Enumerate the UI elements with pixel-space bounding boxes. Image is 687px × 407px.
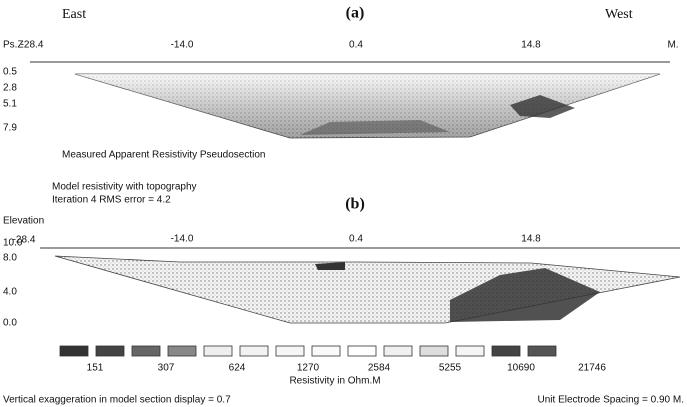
x-label: 14.8 <box>521 40 541 51</box>
x-unit: M. <box>667 40 678 51</box>
panel-label: (b) <box>345 196 365 213</box>
y-label: 0.5 <box>3 67 17 78</box>
legend-values: 151 307 624 1270 2584 5255 10690 21746 <box>87 363 607 374</box>
y-label: 5.1 <box>3 99 17 110</box>
anomaly <box>510 95 575 118</box>
x-label: 0.4 <box>349 234 363 245</box>
panel-title: Model resistivity with topography <box>52 182 197 193</box>
anomaly <box>315 262 345 270</box>
y-label: 8.0 <box>3 253 17 264</box>
axis-title: Elevation <box>3 216 44 227</box>
x-label: -14.0 <box>171 40 194 51</box>
direction-label: West <box>605 7 633 22</box>
pseudosection-shade <box>75 74 660 138</box>
legend-value: 624 <box>229 363 246 374</box>
color-scale <box>59 345 557 357</box>
y-label: 0.0 <box>3 318 17 329</box>
legend-value: 307 <box>158 363 175 374</box>
anomaly <box>300 120 450 135</box>
x-label: -28.4 <box>13 235 36 246</box>
footer-note: Vertical exaggeration in model section d… <box>3 395 231 406</box>
y-label: 7.9 <box>3 123 17 134</box>
legend-value: 1270 <box>297 363 320 374</box>
axis-title: Ps.Z <box>3 40 24 51</box>
legend-value: 151 <box>87 363 104 374</box>
x-label: 0.4 <box>349 40 363 51</box>
legend-value: 5255 <box>439 363 462 374</box>
panel-subtitle: Iteration 4 RMS error = 4.2 <box>52 195 171 206</box>
legend-title: Resistivity in Ohm.M <box>289 376 380 387</box>
legend-value: 2584 <box>368 363 391 374</box>
legend-value: 10690 <box>507 363 535 374</box>
footer-note: Unit Electrode Spacing = 0.90 M. <box>538 395 684 406</box>
direction-label: East <box>62 7 86 22</box>
x-label: 14.8 <box>521 234 541 245</box>
x-label: -28.4 <box>21 40 44 51</box>
anomaly <box>450 268 600 322</box>
y-label: 2.8 <box>3 83 17 94</box>
legend-value: 21746 <box>578 363 606 374</box>
x-label: -14.0 <box>171 234 194 245</box>
caption: Measured Apparent Resistivity Pseudosect… <box>62 150 265 161</box>
y-label: 10.0 <box>3 238 23 249</box>
panel-label: (a) <box>346 5 365 22</box>
y-label: 4.0 <box>3 287 17 298</box>
